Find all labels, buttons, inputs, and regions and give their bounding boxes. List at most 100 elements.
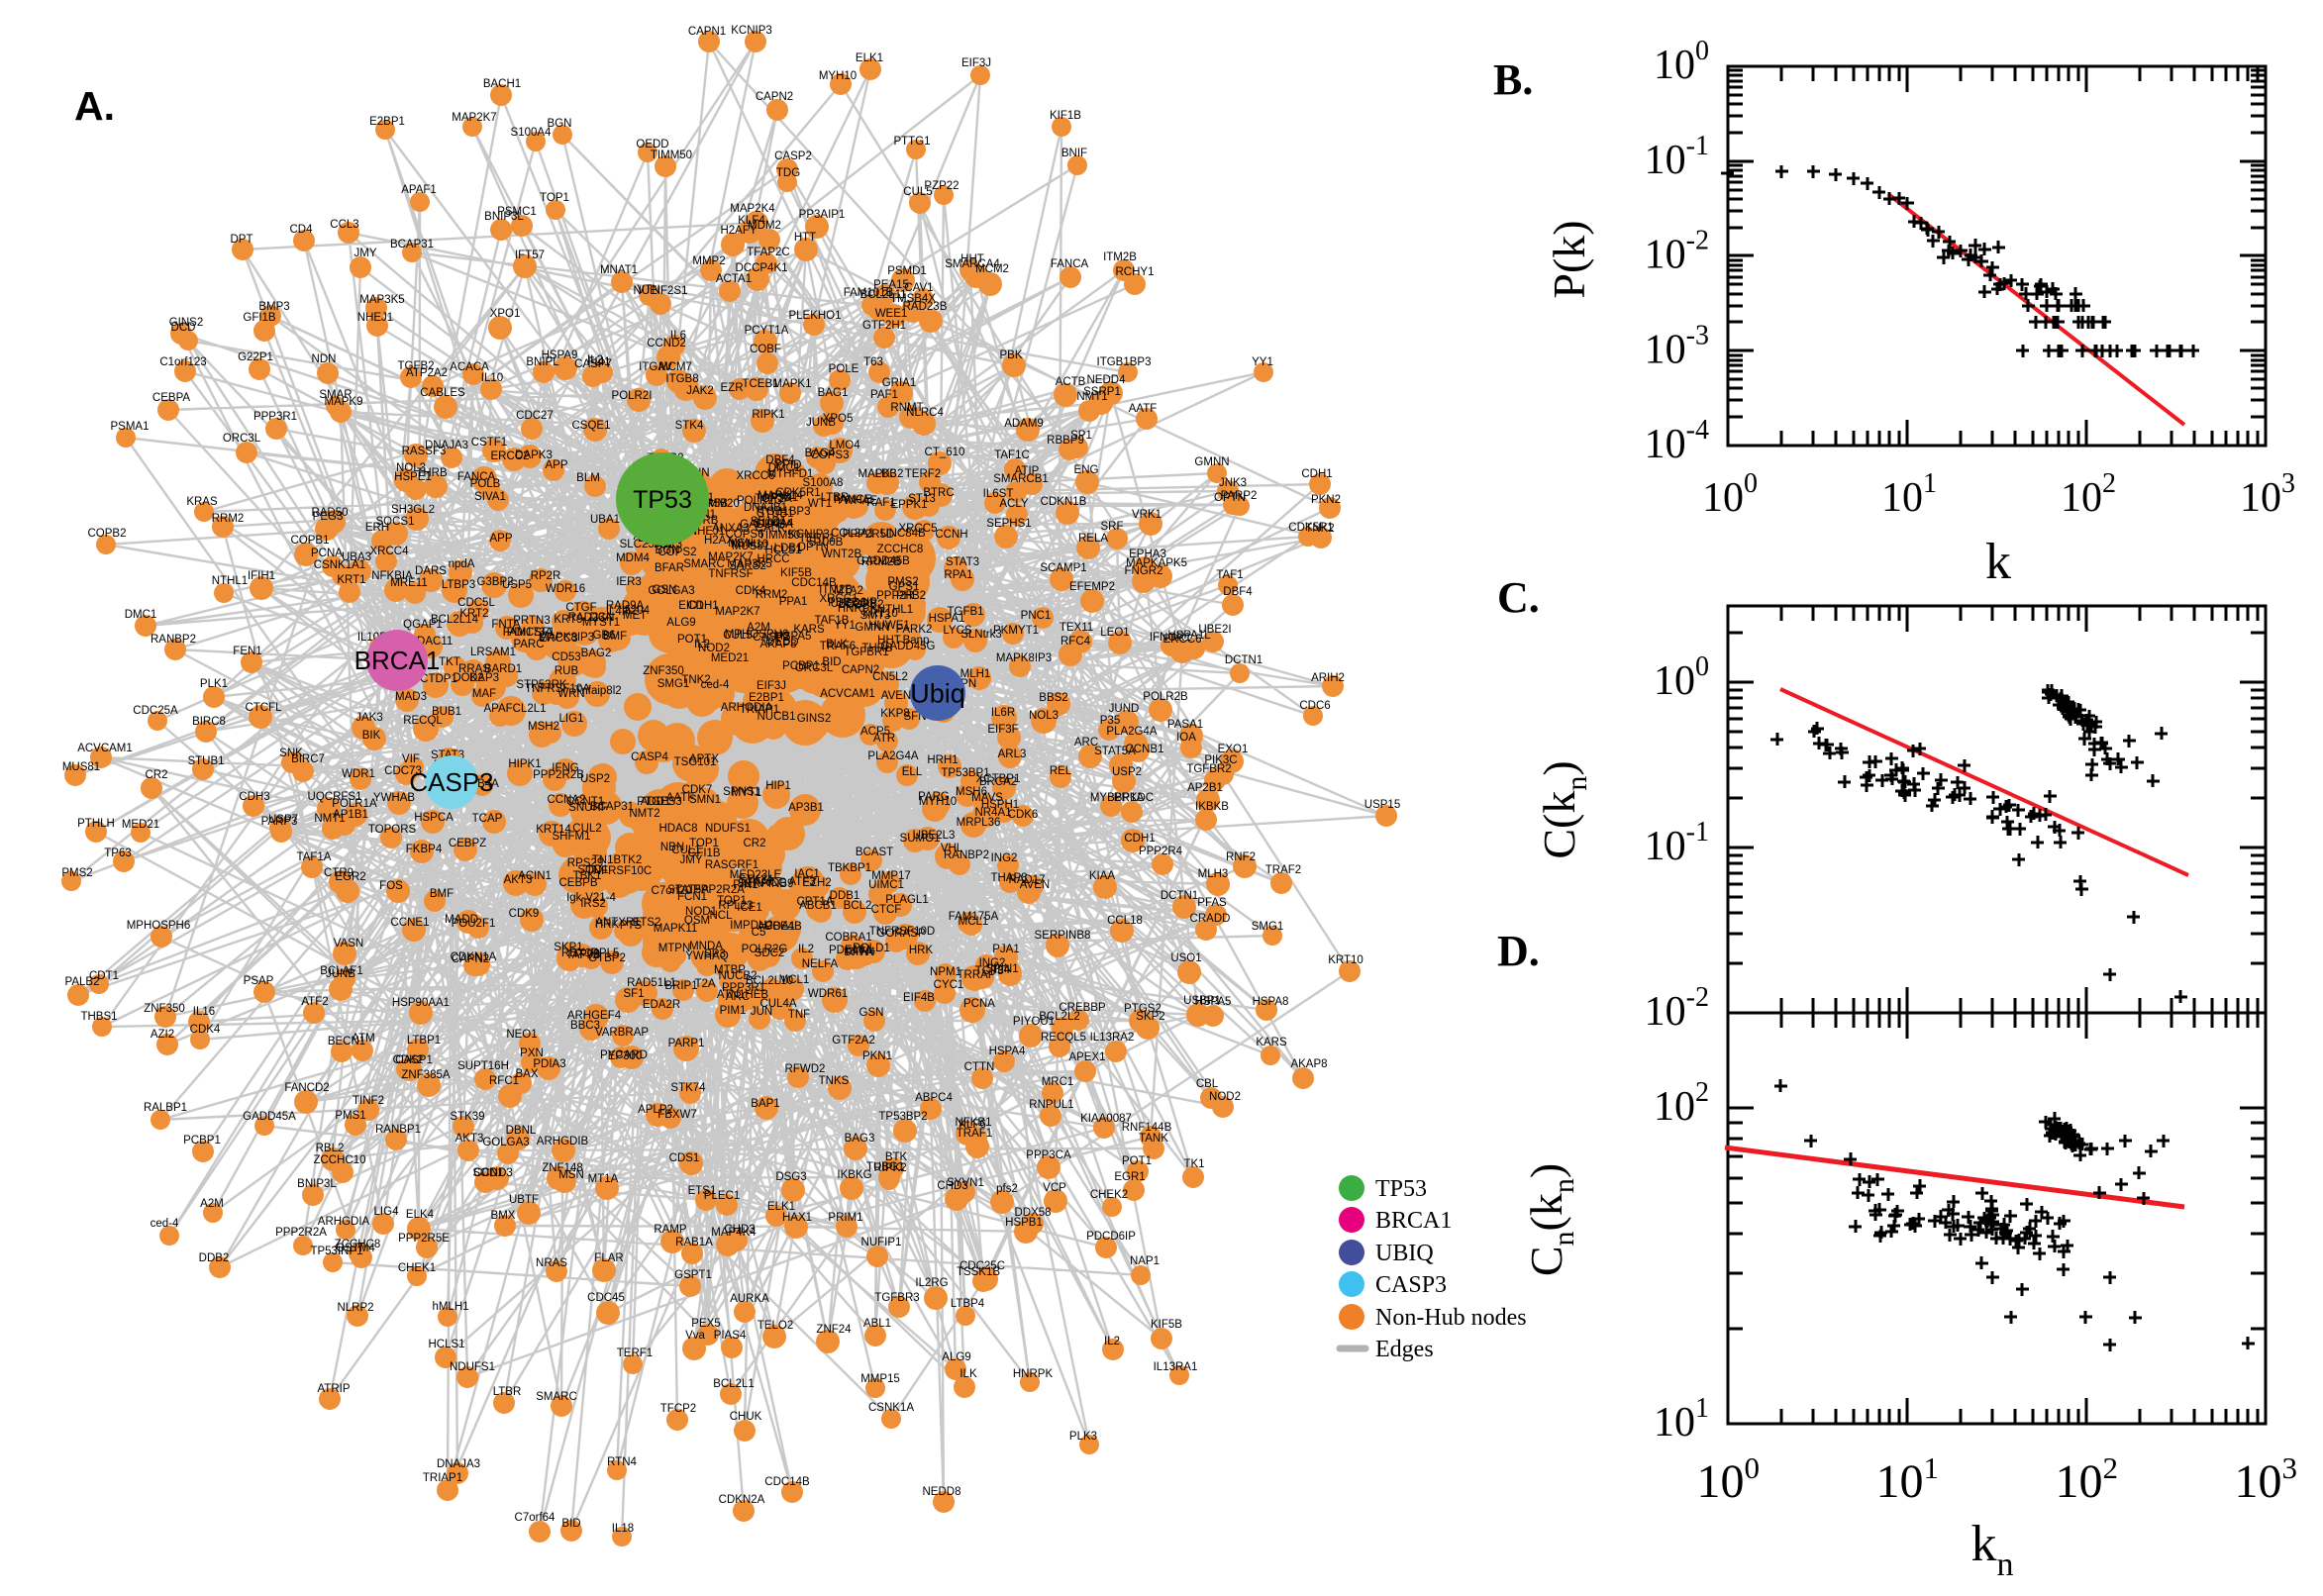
- svg-text:RPS29: RPS29: [567, 857, 603, 869]
- svg-text:FAM173A: FAM173A: [503, 627, 554, 639]
- svg-text:10-2: 10-2: [1645, 982, 1709, 1035]
- svg-text:S100A4: S100A4: [754, 518, 795, 530]
- svg-text:BCAST: BCAST: [856, 847, 893, 858]
- svg-text:USBP1: USBP1: [1183, 995, 1221, 1007]
- svg-text:CDK4: CDK4: [190, 1024, 221, 1036]
- svg-text:IAC1: IAC1: [794, 868, 820, 880]
- svg-text:SYVN1: SYVN1: [947, 1177, 984, 1189]
- svg-text:VARBRAP: VARBRAP: [595, 1027, 649, 1039]
- svg-text:TMSB4X: TMSB4X: [890, 293, 936, 305]
- svg-text:BRCA1: BRCA1: [1375, 1208, 1452, 1234]
- svg-text:ATN1HEB: ATN1HEB: [717, 989, 769, 1001]
- svg-text:COPS2: COPS2: [658, 547, 697, 558]
- svg-text:CDC27: CDC27: [516, 410, 554, 422]
- svg-text:ZCCHC10: ZCCHC10: [313, 1154, 365, 1166]
- svg-text:CUL5: CUL5: [723, 630, 752, 642]
- svg-text:TNFRSF: TNFRSF: [708, 568, 753, 580]
- svg-text:EPPK1: EPPK1: [890, 499, 927, 511]
- svg-text:MAP2K7: MAP2K7: [708, 551, 753, 563]
- svg-text:CCNA2: CCNA2: [548, 794, 586, 806]
- svg-text:KRT2: KRT2: [459, 608, 488, 620]
- svg-text:YY1: YY1: [1252, 356, 1273, 368]
- svg-text:PMS2: PMS2: [887, 576, 918, 588]
- svg-text:ETS1: ETS1: [688, 1185, 717, 1197]
- svg-text:H2AFY: H2AFY: [720, 225, 757, 237]
- svg-text:TGFB1: TGFB1: [947, 606, 983, 618]
- svg-text:ADAM9: ADAM9: [1004, 418, 1044, 430]
- svg-text:MYH10: MYH10: [731, 539, 768, 550]
- svg-text:ACIN1: ACIN1: [518, 870, 552, 882]
- svg-text:BCL2L10: BCL2L10: [746, 975, 793, 987]
- svg-text:CDK9: CDK9: [509, 908, 540, 920]
- svg-text:MAF: MAF: [472, 688, 496, 700]
- svg-text:JUN: JUN: [751, 1006, 772, 1018]
- svg-text:SKP1: SKP1: [554, 942, 582, 953]
- svg-text:TGFBR1: TGFBR1: [844, 647, 888, 658]
- svg-text:10-4: 10-4: [1645, 415, 1709, 467]
- svg-text:CASP2: CASP2: [753, 632, 790, 644]
- svg-text:ST13: ST13: [908, 493, 936, 505]
- svg-text:THBS1: THBS1: [80, 1011, 117, 1023]
- svg-text:TFAP2C: TFAP2C: [747, 247, 789, 258]
- svg-text:CR2: CR2: [145, 769, 167, 781]
- svg-text:PPP3R1: PPP3R1: [253, 411, 297, 423]
- svg-text:S100A8: S100A8: [803, 477, 844, 489]
- svg-text:BECN1: BECN1: [328, 1036, 365, 1047]
- svg-text:PPP2R2A: PPP2R2A: [275, 1227, 327, 1239]
- svg-text:FLAR: FLAR: [594, 1252, 623, 1264]
- svg-text:CTGF: CTGF: [565, 602, 596, 614]
- svg-text:PPP2R5E: PPP2R5E: [398, 1233, 450, 1245]
- svg-text:PARC: PARC: [513, 639, 544, 650]
- svg-text:KRT14: KRT14: [536, 824, 571, 836]
- svg-text:ARHGDIA: ARHGDIA: [721, 702, 773, 714]
- svg-text:GORASP: GORASP: [876, 928, 926, 940]
- svg-text:CDK2: CDK2: [393, 1054, 424, 1066]
- svg-text:C7orf64: C7orf64: [515, 1512, 556, 1524]
- svg-text:PDCD6IP: PDCD6IP: [1086, 1231, 1136, 1243]
- svg-text:MYBBP1A: MYBBP1A: [1090, 792, 1145, 804]
- svg-text:BUB1: BUB1: [432, 706, 461, 718]
- svg-text:Ubiq: Ubiq: [910, 678, 965, 708]
- svg-text:ARIH2: ARIH2: [1311, 672, 1345, 684]
- svg-text:TIMM50: TIMM50: [758, 530, 800, 542]
- svg-text:PIAS4: PIAS4: [714, 1330, 747, 1342]
- svg-text:CEBPB: CEBPB: [559, 877, 598, 889]
- svg-text:BNIP3L: BNIP3L: [484, 211, 524, 223]
- svg-text:YY1: YY1: [834, 620, 856, 632]
- svg-text:ITM2B: ITM2B: [1103, 251, 1137, 263]
- svg-text:TP53BP2: TP53BP2: [878, 1111, 927, 1123]
- svg-text:KRT1: KRT1: [337, 574, 365, 586]
- svg-text:AVEN: AVEN: [1020, 879, 1050, 891]
- svg-text:TUBG1: TUBG1: [866, 1161, 904, 1173]
- svg-text:MLH3: MLH3: [1198, 868, 1229, 880]
- svg-text:MTBP: MTBP: [714, 964, 746, 976]
- svg-text:D.: D.: [1497, 927, 1540, 975]
- svg-text:RAB1A: RAB1A: [675, 1237, 713, 1248]
- svg-text:GSN: GSN: [653, 584, 677, 596]
- svg-text:GSTM4: GSTM4: [336, 1243, 375, 1254]
- svg-text:HRH1: HRH1: [927, 754, 958, 766]
- svg-text:RAD9A: RAD9A: [606, 600, 645, 612]
- svg-text:POT1: POT1: [1122, 1155, 1152, 1167]
- svg-text:ILK: ILK: [960, 1368, 977, 1380]
- svg-text:BAG3: BAG3: [845, 1133, 875, 1145]
- svg-text:RELA: RELA: [1078, 533, 1108, 545]
- svg-text:IL13RA1: IL13RA1: [1154, 1361, 1198, 1373]
- svg-text:TDG: TDG: [776, 167, 800, 179]
- svg-text:RAD50: RAD50: [311, 507, 348, 519]
- svg-text:FANCG: FANCG: [748, 877, 787, 889]
- svg-text:PJA1: PJA1: [992, 944, 1020, 955]
- svg-text:CT_610: CT_610: [925, 447, 965, 458]
- svg-text:NCL: NCL: [709, 910, 733, 922]
- svg-text:NEDD4: NEDD4: [1087, 374, 1127, 386]
- svg-text:CAV1: CAV1: [904, 282, 933, 294]
- svg-text:MAP3K5: MAP3K5: [727, 558, 771, 570]
- svg-text:ARHGEF4: ARHGEF4: [567, 1010, 622, 1022]
- svg-text:TRAF6: TRAF6: [820, 641, 856, 652]
- svg-text:npdA: npdA: [449, 558, 475, 570]
- svg-text:DNAJA3: DNAJA3: [437, 1458, 480, 1470]
- svg-text:CEBPA: CEBPA: [152, 392, 190, 404]
- svg-text:BAG2: BAG2: [581, 648, 612, 659]
- svg-text:MCM2: MCM2: [975, 263, 1009, 275]
- svg-text:LTBP4: LTBP4: [951, 1298, 985, 1310]
